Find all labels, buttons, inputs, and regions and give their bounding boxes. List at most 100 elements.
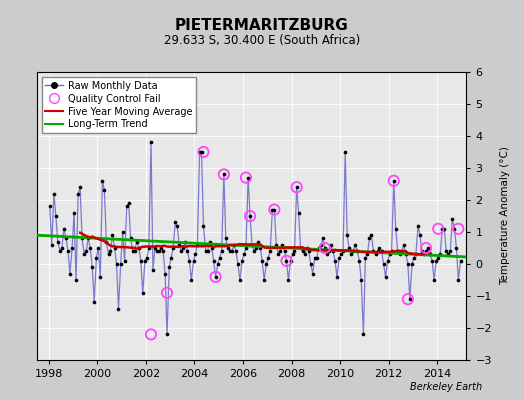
Point (112, 261, 121, 267)
Point (46, 203, 54, 210)
Point (355, 258, 364, 264)
Point (396, 251, 404, 258)
Point (123, 203, 131, 210)
Point (74, 190, 82, 197)
Point (116, 261, 125, 267)
Point (270, 206, 279, 213)
Point (450, 226, 458, 232)
Point (252, 245, 260, 251)
Point (199, 222, 208, 229)
Point (175, 242, 183, 248)
Point (410, 254, 418, 261)
Point (198, 149, 206, 155)
Point (276, 248, 285, 254)
Point (230, 242, 238, 248)
Point (242, 174, 250, 181)
Point (300, 251, 309, 258)
Point (434, 226, 442, 232)
Point (215, 254, 224, 261)
Point (86, 245, 94, 251)
Point (323, 251, 331, 258)
Point (159, 248, 167, 254)
Text: Berkeley Earth: Berkeley Earth (410, 382, 482, 392)
Point (399, 242, 408, 248)
Point (331, 258, 339, 264)
Point (377, 248, 386, 254)
Point (208, 245, 216, 251)
Point (121, 258, 129, 264)
Point (125, 200, 133, 206)
Point (90, 299, 99, 306)
Point (205, 238, 214, 245)
Point (100, 187, 108, 194)
Point (52, 213, 60, 219)
Point (343, 232, 352, 238)
Point (381, 274, 390, 280)
Point (386, 251, 394, 258)
Point (402, 251, 410, 258)
Point (80, 251, 89, 258)
Point (187, 277, 195, 283)
Point (211, 274, 220, 280)
Point (133, 238, 141, 245)
Point (246, 213, 254, 219)
Point (446, 248, 454, 254)
Point (274, 251, 282, 258)
Point (403, 296, 412, 302)
Point (321, 245, 329, 251)
Point (177, 248, 185, 254)
Point (292, 184, 301, 190)
Point (262, 261, 270, 267)
Point (361, 254, 369, 261)
Point (238, 258, 246, 264)
Point (290, 248, 299, 254)
Point (56, 248, 64, 254)
Point (232, 248, 240, 254)
Point (287, 258, 295, 264)
Point (201, 248, 210, 254)
Point (214, 261, 222, 267)
Point (220, 171, 228, 178)
Point (321, 245, 329, 251)
Point (94, 245, 103, 251)
Point (163, 290, 171, 296)
Point (84, 235, 92, 242)
Point (416, 232, 424, 238)
Point (302, 245, 311, 251)
Point (391, 226, 400, 232)
Point (108, 232, 117, 238)
Point (66, 270, 74, 277)
Point (220, 171, 228, 178)
Point (299, 248, 307, 254)
Point (250, 248, 258, 254)
Point (211, 274, 220, 280)
Point (143, 254, 151, 261)
Point (137, 258, 145, 264)
Point (153, 248, 161, 254)
Point (311, 254, 319, 261)
Point (88, 264, 96, 270)
Point (173, 222, 181, 229)
Point (297, 245, 305, 251)
Point (422, 248, 430, 254)
Point (236, 277, 244, 283)
Point (199, 149, 208, 155)
Point (130, 248, 139, 254)
Point (367, 232, 376, 238)
Point (68, 245, 77, 251)
Point (169, 245, 177, 251)
Point (288, 251, 297, 258)
Point (222, 235, 230, 242)
Point (394, 248, 402, 254)
Point (224, 245, 232, 251)
Y-axis label: Temperature Anomaly (°C): Temperature Anomaly (°C) (500, 146, 510, 286)
Point (270, 206, 279, 213)
Point (149, 267, 157, 274)
Point (193, 242, 202, 248)
Point (62, 235, 70, 242)
Point (351, 242, 359, 248)
Point (319, 235, 327, 242)
Point (282, 258, 291, 264)
Point (408, 261, 416, 267)
Point (248, 242, 256, 248)
